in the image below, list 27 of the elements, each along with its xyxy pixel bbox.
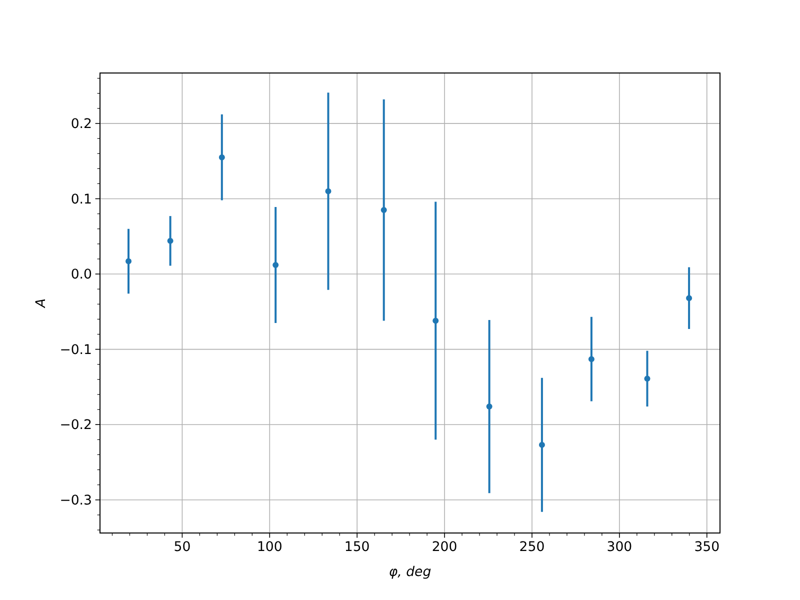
point (167, 238, 174, 244)
x-tick-label: 50 (174, 540, 191, 555)
x-axis-title: φ, deg (388, 565, 432, 580)
point (126, 258, 132, 264)
y-tick-label: −0.3 (60, 494, 92, 509)
point (588, 356, 594, 362)
y-axis-title: A (34, 298, 49, 309)
point (432, 318, 439, 324)
x-tick-label: 250 (519, 540, 545, 555)
point (538, 442, 545, 448)
point (380, 207, 387, 214)
point (325, 188, 332, 194)
y-tick-label: 0.0 (70, 268, 92, 283)
y-tick-label: −0.1 (60, 342, 92, 358)
y-tick-label: 0.1 (70, 192, 92, 208)
point (686, 295, 692, 302)
x-tick-label: 200 (432, 540, 458, 555)
point (644, 376, 650, 382)
x-tick-label: 300 (606, 540, 632, 555)
x-tick-label: 150 (344, 540, 370, 555)
point (486, 404, 492, 410)
point (272, 262, 279, 268)
x-tick-label: 350 (694, 540, 720, 555)
x-tick-label: 100 (256, 540, 282, 555)
y-tick-label: −0.2 (60, 418, 92, 434)
y-tick-label: 0.2 (70, 117, 92, 132)
point (218, 154, 225, 160)
